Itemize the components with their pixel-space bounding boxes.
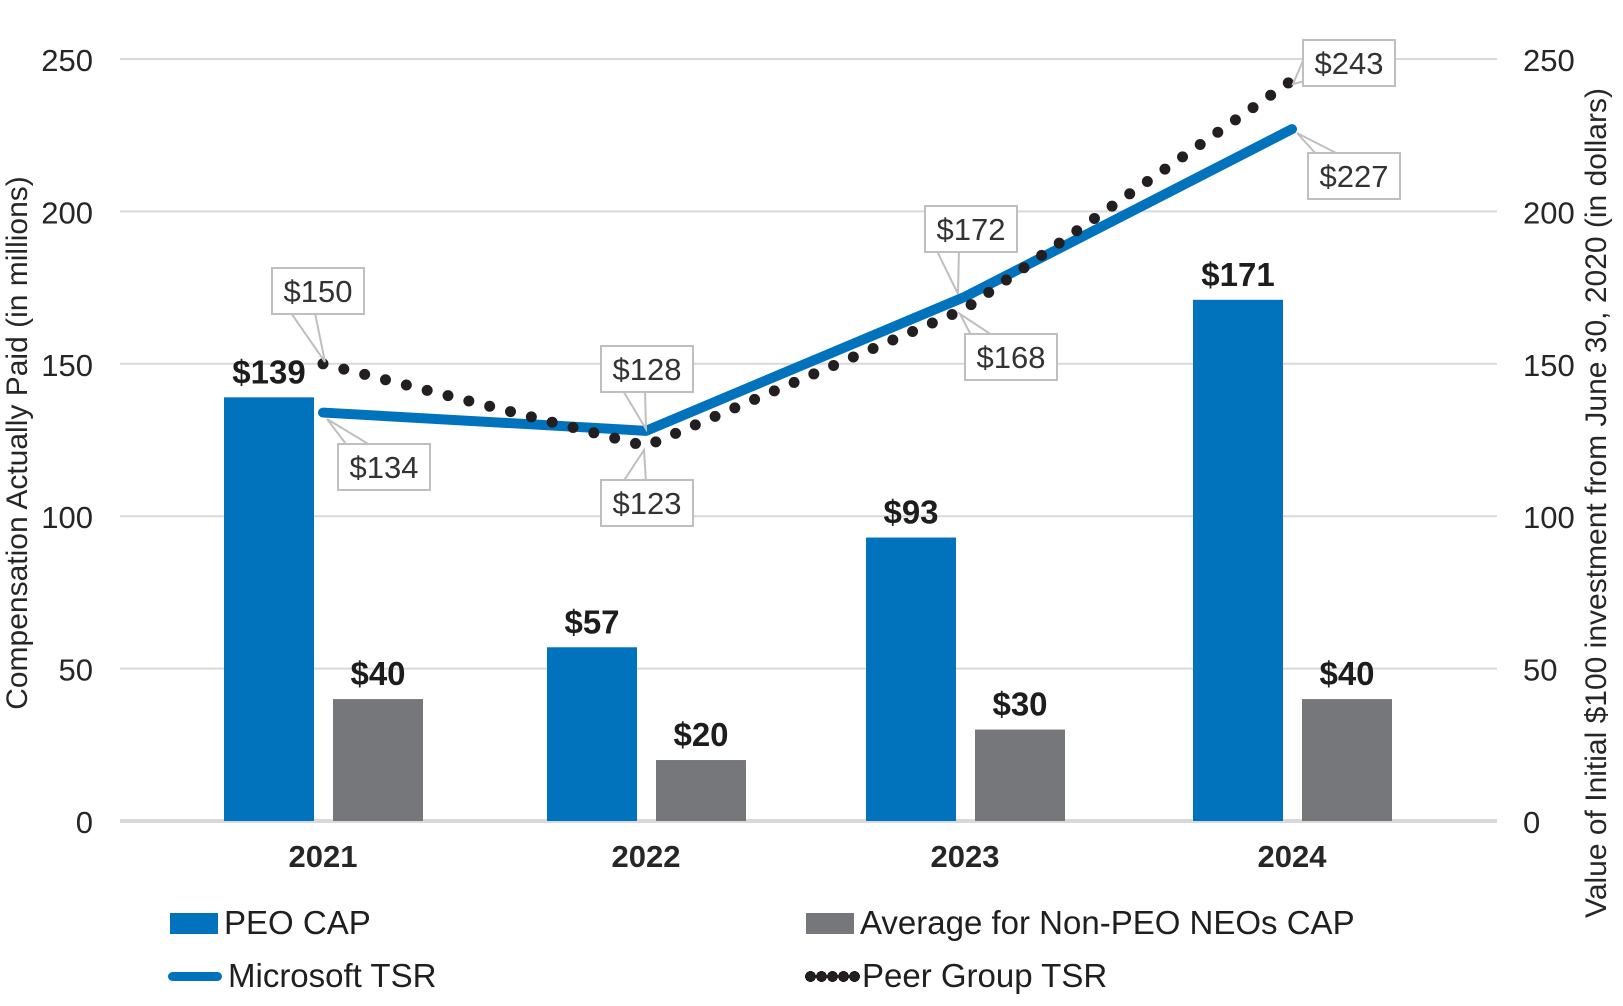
- bar-value-label: $20: [673, 716, 728, 753]
- peo-cap-bar-2021: [224, 397, 314, 821]
- x-axis-label-2022: 2022: [612, 839, 681, 874]
- legend-label-non-peo-cap: Average for Non-PEO NEOs CAP: [860, 904, 1355, 941]
- microsoft-tsr-line-swatch-icon: [168, 971, 222, 981]
- legend-label-peo-cap: PEO CAP: [224, 904, 371, 941]
- non-peo-cap-bar-2024: [1302, 699, 1392, 821]
- bar-value-label: $40: [350, 655, 405, 692]
- non-peo-cap-bar-2022: [656, 760, 746, 821]
- peo-cap-swatch-icon: [170, 912, 218, 934]
- callout-value-label: $172: [937, 212, 1006, 247]
- callout-value-label: $168: [977, 340, 1046, 375]
- callout-box: [924, 205, 1018, 253]
- peer-group-tsr-dotted-line: [317, 74, 1298, 452]
- bar-value-label: $139: [232, 353, 305, 390]
- bar-value-label: $171: [1201, 256, 1274, 293]
- right-axis-tick-50: 50: [1523, 653, 1557, 688]
- legend-label-peer-group-tsr: Peer Group TSR: [862, 957, 1108, 994]
- left-axis-tick-150: 150: [41, 348, 93, 383]
- callout-pointer: [621, 446, 648, 483]
- peo-cap-bar-2024: [1193, 299, 1283, 821]
- right-axis-tick-0: 0: [1523, 805, 1540, 840]
- x-axis-label-2023: 2023: [931, 839, 1000, 874]
- right-axis-tick-250: 250: [1523, 43, 1575, 78]
- callout-pointer: [620, 388, 648, 433]
- bar-value-label: $93: [883, 494, 938, 531]
- legend-item-peer-group-tsr: Peer Group TSR: [805, 957, 1108, 994]
- callout-box: [1302, 39, 1396, 87]
- left-axis-tick-250: 250: [41, 43, 93, 78]
- callout-box: [600, 345, 694, 393]
- callout-value-label: $134: [350, 450, 419, 485]
- left-axis-tick-50: 50: [59, 653, 93, 688]
- x-axis-label-2021: 2021: [289, 839, 358, 874]
- bar-value-label: $57: [564, 603, 619, 640]
- callout-value-label: $227: [1320, 159, 1389, 194]
- peer-group-tsr-dotted-swatch-icon: [805, 970, 860, 982]
- non-peo-cap-bar-2023: [975, 729, 1065, 821]
- right-axis-tick-150: 150: [1523, 348, 1575, 383]
- non-peo-cap-bar-2021: [333, 699, 423, 821]
- callout-box: [1307, 152, 1401, 200]
- peo-cap-bar-2023: [866, 537, 956, 821]
- x-axis-label-2024: 2024: [1258, 839, 1328, 874]
- left-axis-tick-100: 100: [41, 500, 93, 535]
- legend-item-non-peo-neos-cap: Average for Non-PEO NEOs CAP: [806, 904, 1355, 941]
- right-axis-tick-200: 200: [1523, 195, 1575, 230]
- callout-value-label: $243: [1315, 46, 1384, 81]
- callout-pointer: [934, 248, 961, 295]
- microsoft-tsr-line: [318, 124, 1297, 436]
- callout-box: [964, 333, 1058, 381]
- callout-box: [600, 479, 694, 527]
- non-peo-cap-swatch-icon: [806, 912, 854, 934]
- legend-label-microsoft-tsr: Microsoft TSR: [228, 957, 437, 994]
- callout-value-label: $123: [613, 486, 682, 521]
- left-axis-tick-200: 200: [41, 195, 93, 230]
- bar-value-label: $40: [1319, 655, 1374, 692]
- callout-value-label: $128: [613, 352, 682, 387]
- left-axis-tick-0: 0: [76, 805, 93, 840]
- callout-value-label: $150: [284, 274, 353, 309]
- peo-cap-bar-2022: [547, 647, 637, 821]
- legend-item-microsoft-tsr: Microsoft TSR: [168, 957, 437, 994]
- callout-box: [271, 267, 365, 315]
- legend-item-peo-cap: PEO CAP: [170, 904, 371, 941]
- right-axis-tick-100: 100: [1523, 500, 1575, 535]
- bar-value-label: $30: [992, 686, 1047, 723]
- callout-box: [337, 443, 431, 491]
